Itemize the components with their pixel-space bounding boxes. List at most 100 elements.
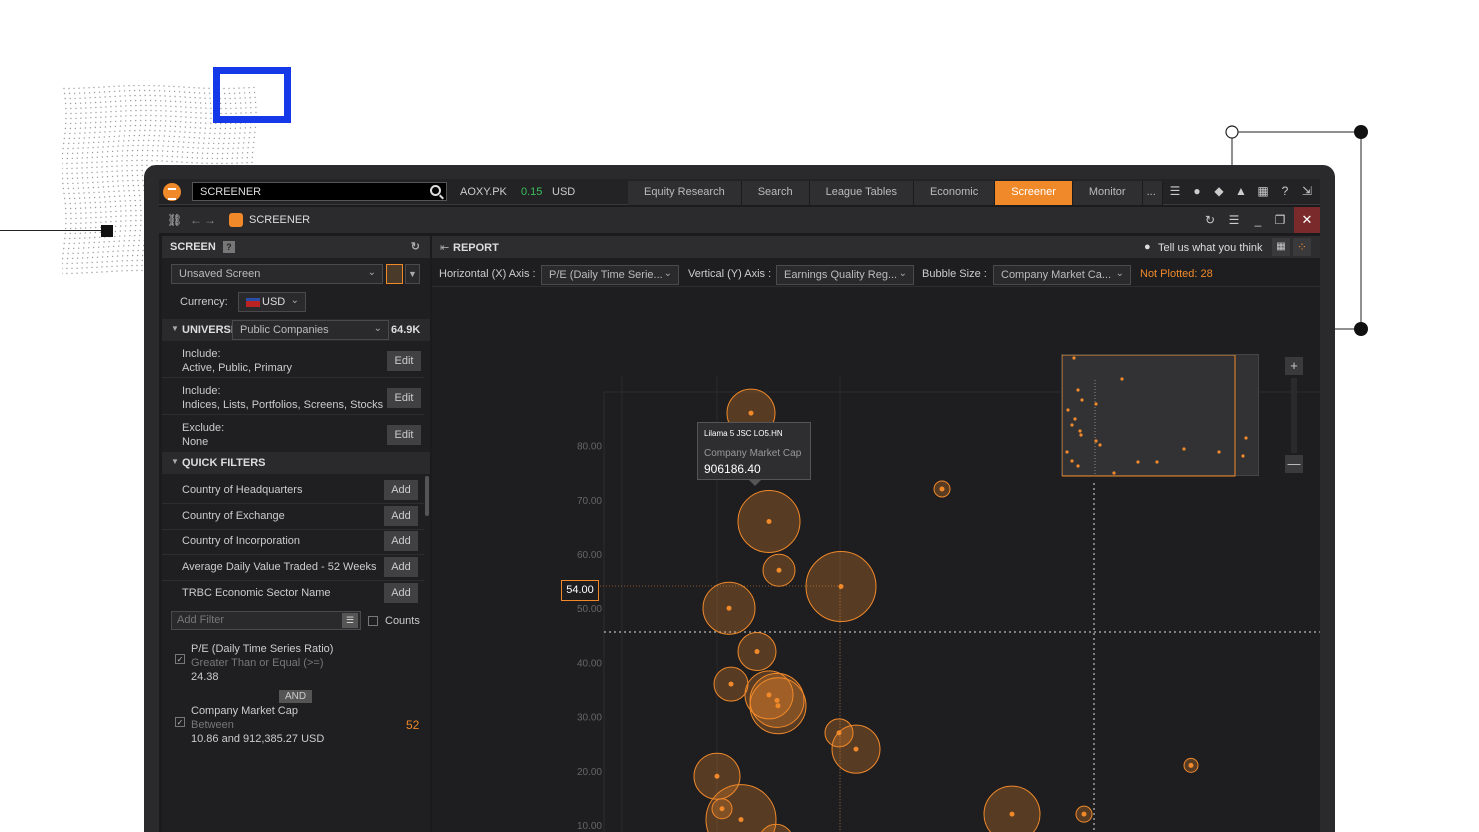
table-view-icon[interactable]: ▦ <box>1272 238 1290 256</box>
grid-icon[interactable]: ▦ <box>1257 184 1269 198</box>
minimize-icon[interactable]: _ <box>1254 213 1262 227</box>
y-tick-label: 80.00 <box>577 442 602 453</box>
bubble[interactable] <box>705 784 777 832</box>
chart-minimap[interactable] <box>1061 354 1259 477</box>
criteria-value: None <box>182 436 209 448</box>
bubble[interactable] <box>713 666 749 702</box>
add-button[interactable]: Add <box>384 557 418 577</box>
feedback-link[interactable]: Tell us what you think <box>1158 242 1263 254</box>
bubble-center-point <box>853 746 859 752</box>
bubble[interactable] <box>711 798 733 820</box>
tab-economic[interactable]: Economic <box>913 181 996 205</box>
not-plotted-count[interactable]: Not Plotted: 28 <box>1140 268 1213 280</box>
expand-icon[interactable]: ⇲ <box>1301 184 1313 198</box>
bubble-view-icon[interactable]: ⁘ <box>1293 238 1311 256</box>
edit-button[interactable]: Edit <box>387 425 421 445</box>
edit-button[interactable]: Edit <box>387 351 421 371</box>
bubble[interactable] <box>1183 757 1199 773</box>
eikon-logo-icon[interactable] <box>163 183 181 201</box>
save-screen-icon[interactable] <box>386 264 403 284</box>
zoom-slider[interactable] <box>1291 378 1297 453</box>
search-icon[interactable] <box>430 185 441 196</box>
bubble-chart-area[interactable]: 10.00 20.00 30.00 40.00 50.00 60.00 70.00 80.00… <box>432 288 1320 832</box>
back-icon[interactable]: ← <box>190 213 202 227</box>
tab-screener[interactable]: Screener <box>995 181 1073 205</box>
bubble-size-label: Bubble Size : <box>922 268 987 280</box>
counts-checkbox[interactable] <box>368 616 378 626</box>
universe-select-value: Public Companies <box>240 324 329 336</box>
criteria-value: Indices, Lists, Portfolios, Screens, Sto… <box>182 399 384 411</box>
screen-panel: SCREEN ? ↻ Unsaved Screen ⌄ ▼ Currency: … <box>162 236 430 832</box>
restore-icon[interactable]: ❐ <box>1274 213 1286 227</box>
minimap-point <box>1182 447 1186 451</box>
help-icon[interactable]: ? <box>222 241 235 253</box>
x-axis-value: P/E (Daily Time Serie... <box>549 269 663 281</box>
currency-select[interactable]: USD ⌄ <box>238 292 306 312</box>
tab-search[interactable]: Search <box>741 181 810 205</box>
list-icon[interactable]: ☰ <box>342 613 358 628</box>
bubble[interactable] <box>933 480 951 498</box>
bubble[interactable] <box>1075 805 1093 823</box>
help-icon[interactable]: ? <box>1281 184 1289 198</box>
bubble[interactable] <box>737 489 801 553</box>
chevron-down-icon: ⌄ <box>898 268 907 279</box>
save-options-icon[interactable]: ▼ <box>405 264 420 284</box>
add-button[interactable]: Add <box>384 531 418 551</box>
quick-filters-header[interactable]: ▼ QUICK FILTERS <box>162 452 430 474</box>
app-menu-icon[interactable]: ☰ <box>1228 213 1240 227</box>
bubble[interactable] <box>749 677 807 735</box>
bubble[interactable] <box>702 581 756 635</box>
minimap-point <box>1072 356 1076 360</box>
ticker-symbol[interactable]: AOXY.PK <box>460 186 507 198</box>
y-axis-select[interactable]: Earnings Quality Reg... ⌄ <box>776 265 914 285</box>
forward-icon[interactable]: → <box>204 213 216 227</box>
bubble[interactable] <box>983 785 1041 832</box>
zoom-out-button[interactable]: — <box>1285 455 1303 473</box>
tab-monitor[interactable]: Monitor <box>1072 181 1143 205</box>
screen-select[interactable]: Unsaved Screen ⌄ <box>171 264 383 284</box>
filter-checkbox[interactable]: ✓ <box>175 654 185 664</box>
refresh-icon[interactable]: ↻ <box>410 241 420 253</box>
bubble[interactable] <box>749 672 805 728</box>
bubble[interactable] <box>737 632 777 672</box>
bubble-center-point <box>1009 811 1015 817</box>
y-tick-label: 70.00 <box>577 496 602 507</box>
more-tabs-button[interactable]: ... <box>1142 181 1163 205</box>
bubble-size-select[interactable]: Company Market Ca... ⌄ <box>993 265 1131 285</box>
bubble[interactable] <box>762 553 796 587</box>
filter-checkbox[interactable]: ✓ <box>175 717 185 727</box>
minimap-point <box>1094 402 1098 406</box>
bubble[interactable] <box>805 551 877 623</box>
and-operator[interactable]: AND <box>279 690 312 703</box>
universe-count: 64.9K <box>391 324 421 336</box>
menu-icon[interactable]: ☰ <box>1169 184 1181 198</box>
add-button[interactable]: Add <box>384 583 418 603</box>
zoom-in-button[interactable]: + <box>1285 357 1303 375</box>
edit-button[interactable]: Edit <box>387 388 421 408</box>
bubble[interactable] <box>693 752 741 800</box>
add-filter-placeholder: Add Filter <box>177 614 225 626</box>
quick-filters-label: QUICK FILTERS <box>182 457 266 469</box>
bubble-center-point <box>776 567 782 573</box>
user-icon[interactable]: ● <box>1193 184 1201 198</box>
close-icon[interactable]: ✕ <box>1294 207 1320 233</box>
bubble-center-point <box>939 486 945 492</box>
scrollbar[interactable] <box>425 476 429 516</box>
add-button[interactable]: Add <box>384 480 418 500</box>
add-button[interactable]: Add <box>384 506 418 526</box>
refresh-icon[interactable]: ↻ <box>1204 213 1216 227</box>
tab-equity-research[interactable]: Equity Research <box>628 181 742 205</box>
x-axis-select[interactable]: P/E (Daily Time Serie... ⌄ <box>541 265 679 285</box>
tab-league-tables[interactable]: League Tables <box>809 181 914 205</box>
bubble[interactable] <box>831 724 881 774</box>
chat-icon[interactable]: ◆ <box>1214 184 1224 198</box>
add-filter-input[interactable]: Add Filter ☰ <box>171 611 361 630</box>
bell-icon[interactable]: ▲ <box>1235 184 1247 198</box>
link-icon[interactable]: ⛓ <box>167 213 183 227</box>
bubble[interactable] <box>759 823 793 832</box>
minimap-point <box>1094 439 1098 443</box>
search-input[interactable]: SCREENER <box>192 182 447 201</box>
universe-select[interactable]: Public Companies ⌄ <box>232 320 389 340</box>
collapse-panel-icon[interactable]: ⇤ <box>440 242 450 254</box>
bubble-center-point <box>766 692 772 698</box>
